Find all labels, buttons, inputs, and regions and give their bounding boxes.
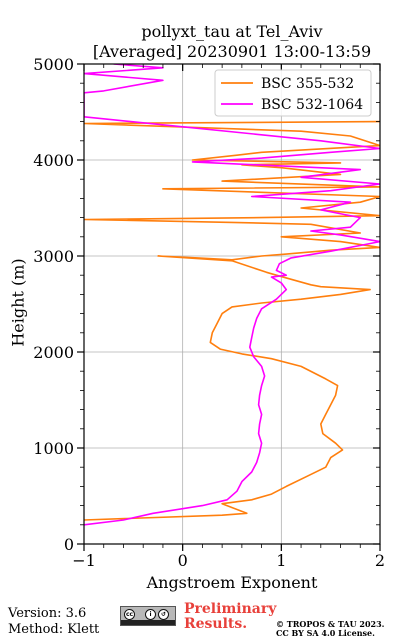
y-tick-label: 3000 — [33, 247, 74, 266]
copyright-line1: © TROPOS & TAU 2023. — [276, 619, 385, 629]
y-tick-label: 1000 — [33, 439, 74, 458]
version-text: Version: 3.6 — [8, 606, 87, 621]
cc-by-sa-icon: cc i ↺ — [120, 606, 176, 626]
chart-title-line1: pollyxt_tau at Tel_Aviv — [141, 22, 323, 41]
legend-box — [214, 69, 372, 117]
copyright-line2: CC BY SA 4.0 License. — [276, 628, 375, 638]
plot-frame — [83, 63, 381, 545]
series-line-1 — [84, 120, 380, 521]
x-tick-label: −1 — [72, 551, 96, 570]
x-tick-label: 0 — [178, 551, 188, 570]
preliminary-line2: Results. — [184, 616, 248, 632]
legend-label-1: BSC 355-532 — [261, 76, 354, 92]
y-axis-label: Height (m) — [8, 258, 28, 347]
x-tick-label: 1 — [276, 551, 286, 570]
legend: BSC 355-532 BSC 532-1064 — [214, 69, 372, 117]
y-tick-label: 5000 — [33, 55, 74, 74]
y-tick-label: 0 — [64, 535, 74, 554]
grid — [83, 63, 381, 545]
y-tick-label: 2000 — [33, 343, 74, 362]
chart-title-line2: [Averaged] 20230901 13:00-13:59 — [92, 42, 372, 61]
x-axis-label: Angstroem Exponent — [146, 573, 318, 592]
x-tick-label: 2 — [375, 551, 385, 570]
preliminary-note: Preliminary Results. — [184, 602, 276, 632]
series-lines — [84, 64, 380, 526]
copyright-note: © TROPOS & TAU 2023. CC BY SA 4.0 Licens… — [276, 620, 384, 638]
method-text: Method: Klett — [8, 622, 100, 637]
legend-label-2: BSC 532-1064 — [261, 97, 363, 113]
series-line-2 — [84, 64, 380, 526]
y-tick-label: 4000 — [33, 151, 74, 170]
preliminary-line1: Preliminary — [184, 601, 277, 617]
